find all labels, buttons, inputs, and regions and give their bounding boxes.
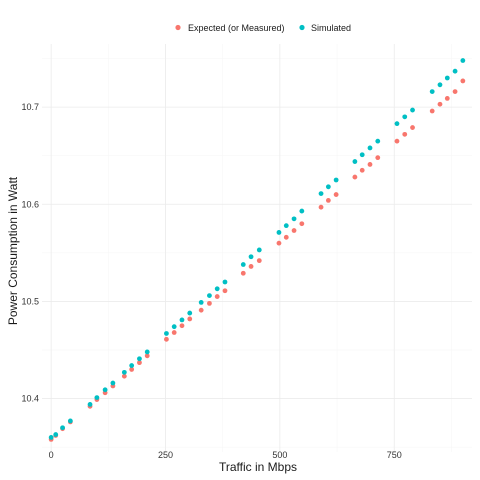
expected-point: [222, 288, 228, 294]
simulated-point: [102, 387, 108, 393]
simulated-point: [164, 331, 169, 336]
simulated-point: [240, 262, 246, 267]
simulated-point: [352, 159, 358, 164]
legend-label-expected: Expected (or Measured): [188, 23, 285, 33]
expected-point: [240, 270, 246, 276]
y-axis-ticks: 10.4 10.5 10.6 10.7: [21, 102, 39, 403]
simulated-point: [179, 317, 185, 323]
expected-point: [276, 240, 282, 246]
simulated-point: [137, 356, 142, 362]
expected-point: [359, 167, 365, 173]
expected-point: [179, 323, 185, 329]
y-tick-label: 10.5: [21, 296, 39, 306]
simulated-point: [299, 208, 305, 214]
expected-point: [291, 228, 297, 233]
x-tick-label: 500: [272, 450, 287, 460]
y-tick-label: 10.6: [21, 199, 39, 209]
simulated-point: [333, 177, 339, 183]
expected-point: [325, 198, 331, 203]
expected-point: [437, 101, 443, 107]
simulated-point: [198, 300, 204, 305]
expected-point: [129, 367, 135, 372]
x-axis-title: Traffic in Mbps: [219, 460, 297, 474]
grid: [42, 44, 472, 452]
legend-key-expected: [175, 24, 181, 31]
simulated-point: [359, 152, 365, 158]
expected-point: [137, 360, 142, 366]
y-tick-label: 10.4: [21, 394, 39, 404]
expected-point: [248, 264, 254, 269]
expected-point: [410, 125, 415, 130]
simulated-point: [402, 114, 408, 120]
expected-point: [164, 336, 169, 342]
expected-point: [333, 192, 339, 197]
simulated-point: [256, 247, 262, 253]
expected-point: [207, 300, 212, 306]
simulated-point: [375, 138, 381, 144]
legend: Expected (or Measured) Simulated: [175, 23, 351, 33]
expected-point: [198, 307, 204, 313]
simulated-point: [53, 432, 59, 437]
simulated-point: [67, 418, 73, 424]
simulated-point: [144, 349, 150, 355]
simulated-point: [87, 402, 93, 407]
expected-point: [187, 316, 193, 322]
simulated-point: [248, 254, 254, 260]
simulated-point: [121, 369, 127, 375]
y-tick-label: 10.7: [21, 102, 39, 112]
x-axis-ticks: 0 250 500 750: [49, 450, 402, 460]
expected-point: [460, 78, 466, 84]
expected-point: [299, 221, 305, 227]
expected-point: [367, 162, 373, 167]
legend-label-simulated: Simulated: [311, 23, 351, 33]
simulated-point: [110, 380, 116, 386]
simulated-point: [283, 223, 289, 229]
simulated-point: [171, 324, 177, 330]
simulated-point: [460, 58, 466, 63]
simulated-point: [207, 293, 212, 298]
simulated-point: [291, 216, 297, 222]
simulated-point: [214, 286, 220, 292]
expected-point: [429, 108, 435, 114]
expected-point: [352, 174, 358, 180]
expected-point: [394, 138, 400, 144]
simulated-point: [94, 395, 100, 400]
expected-point: [121, 373, 127, 379]
simulated-point: [367, 145, 373, 151]
simulated-point: [452, 68, 458, 74]
simulated-point: [318, 191, 324, 197]
simulated-point: [222, 279, 228, 285]
simulated-point: [429, 89, 435, 94]
expected-point: [452, 89, 458, 94]
simulated-point: [129, 363, 135, 368]
expected-point: [283, 234, 289, 240]
expected-point: [444, 96, 450, 101]
expected-point: [144, 353, 150, 359]
expected-point: [402, 131, 408, 137]
expected-point: [214, 294, 220, 299]
x-tick-label: 0: [49, 450, 54, 460]
simulated-point: [48, 435, 54, 440]
simulated-point: [394, 121, 400, 127]
simulated-point: [187, 310, 193, 316]
x-tick-label: 750: [387, 450, 402, 460]
x-tick-label: 250: [158, 450, 173, 460]
simulated-point: [276, 230, 282, 235]
simulated-point: [410, 107, 415, 113]
simulated-point: [444, 75, 450, 81]
simulated-point: [60, 425, 65, 431]
expected-point: [375, 155, 381, 161]
legend-key-simulated: [299, 24, 305, 31]
expected-point: [171, 330, 177, 335]
data-points: [48, 58, 466, 442]
expected-point: [318, 204, 324, 210]
y-axis-title: Power Consumption in Watt: [6, 176, 20, 325]
simulated-point: [325, 184, 331, 190]
simulated-point: [437, 82, 443, 88]
expected-point: [256, 258, 262, 264]
